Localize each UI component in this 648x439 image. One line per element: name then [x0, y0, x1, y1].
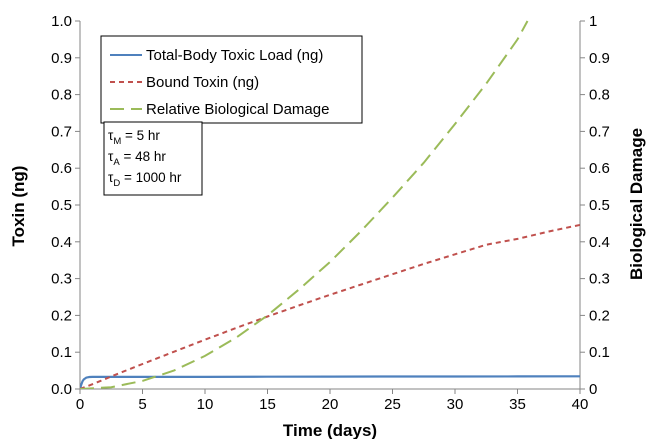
y2-tick-label: 0	[589, 381, 597, 398]
y-axis-title: Toxin (ng)	[9, 166, 28, 247]
y-tick-label: 0.2	[51, 307, 72, 324]
legend-entry: Relative Biological Damage	[146, 101, 329, 118]
y2-tick-label: 0.3	[589, 271, 610, 288]
x-axis: 0 5 10 15 20 25 30 35 40	[76, 389, 589, 413]
y2-tick-label: 0.6	[589, 160, 610, 177]
x-tick-label: 35	[509, 396, 526, 413]
legend-entry: Bound Toxin (ng)	[146, 74, 259, 91]
y-tick-label: 0.5	[51, 197, 72, 214]
y-tick-label: 0.9	[51, 50, 72, 67]
x-tick-label: 5	[138, 396, 146, 413]
y2-axis-title: Biological Damage	[627, 128, 646, 280]
y2-tick-label: 0.1	[589, 344, 610, 361]
y-tick-label: 0.1	[51, 344, 72, 361]
y-tick-label: 0.4	[51, 234, 72, 251]
x-axis-title: Time (days)	[283, 421, 377, 439]
legend: Total-Body Toxic Load (ng) Bound Toxin (n…	[101, 36, 362, 123]
legend-entry: Total-Body Toxic Load (ng)	[146, 47, 323, 64]
y2-tick-label: 0.5	[589, 197, 610, 214]
x-tick-label: 10	[197, 396, 214, 413]
y-axis-right: 0 0.1 0.2 0.3 0.4 0.5 0.6 0.7 0.8 0.9 1	[580, 13, 610, 398]
y2-tick-label: 0.9	[589, 50, 610, 67]
series-line-1	[80, 376, 580, 389]
x-tick-label: 15	[259, 396, 276, 413]
y2-tick-label: 1	[589, 13, 597, 30]
y-tick-label: 0.3	[51, 271, 72, 288]
x-tick-label: 20	[322, 396, 339, 413]
y-tick-label: 0.0	[51, 381, 72, 398]
y2-tick-label: 0.7	[589, 123, 610, 140]
x-tick-label: 40	[572, 396, 589, 413]
x-tick-label: 30	[447, 396, 464, 413]
y-tick-label: 0.7	[51, 123, 72, 140]
y-axis-left: 0.0 0.1 0.2 0.3 0.4 0.5 0.6 0.7 0.8 0.9 1.0	[51, 13, 80, 398]
x-tick-label: 0	[76, 396, 84, 413]
y2-tick-label: 0.8	[589, 87, 610, 104]
x-tick-label: 25	[384, 396, 401, 413]
y-tick-label: 0.6	[51, 160, 72, 177]
y2-tick-label: 0.4	[589, 234, 610, 251]
series-line-2	[80, 225, 580, 389]
y-tick-label: 1.0	[51, 13, 72, 30]
y-tick-label: 0.8	[51, 87, 72, 104]
y2-tick-label: 0.2	[589, 307, 610, 324]
